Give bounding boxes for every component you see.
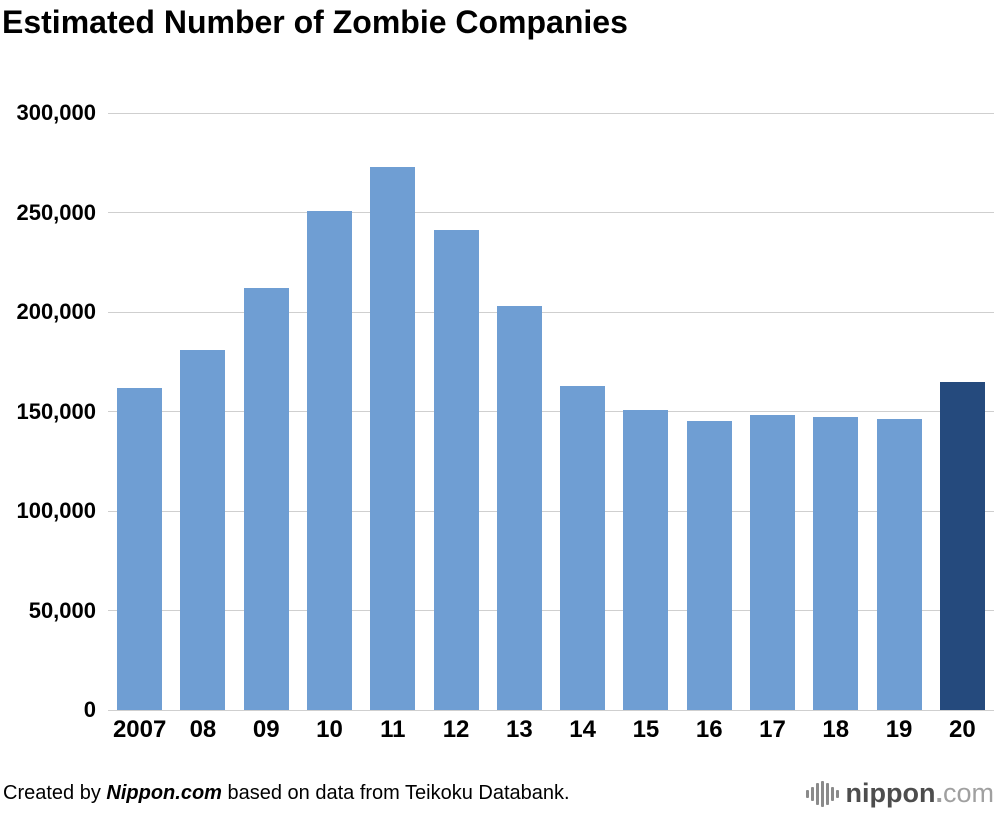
y-tick-label-100000: 100,000 [16,498,96,523]
bar-09 [243,288,289,710]
bar-slot-10 [298,210,361,710]
bar-slot-13 [488,306,551,710]
x-tick-label-09: 09 [252,716,280,743]
bar-12 [433,230,479,710]
y-tick-label-200000: 200,000 [16,299,96,324]
y-tick-label-50000: 50,000 [28,597,96,623]
bar-13 [496,306,542,710]
y-axis-labels: 0 50,000 100,000 150,000 200,000 250,000 300,0… [0,100,96,722]
gridline-200000 [108,311,994,313]
y-tick-label-250000: 250,000 [16,199,96,225]
logo-text: nippon.com [846,778,995,809]
gridline-50000 [108,610,994,611]
bar-18 [813,417,859,710]
bar-slot-08 [171,349,234,710]
x-tick-label-13: 13 [505,716,533,743]
x-tick-label-17: 17 [759,716,786,743]
soundwave-icon [805,780,839,807]
bar-20 [939,381,985,710]
bar-17 [749,415,795,710]
bar-19 [876,419,922,710]
x-tick-label-2007: 2007 [112,716,167,743]
bar-slot-14 [551,385,614,710]
bar-slot-20 [931,381,994,710]
bar-slot-09 [235,288,298,710]
bar-slot-17 [741,415,804,710]
bar-slot-11 [361,166,424,710]
x-tick-label-12: 12 [442,716,470,743]
x-tick-label-11: 11 [380,716,406,743]
x-tick-label-08: 08 [189,716,217,743]
bar-16 [686,421,732,710]
y-tick-label-300000: 300,000 [16,100,96,125]
plot-area [108,112,994,711]
bar-slot-18 [804,417,867,710]
x-tick-label-10: 10 [316,716,343,743]
logo-text-main: nippon [845,778,936,808]
y-tick-label-150000: 150,000 [16,398,96,424]
gridline-150000 [108,411,994,412]
bar-slot-16 [678,421,741,710]
gridline-100000 [108,510,994,512]
chart-title: Estimated Number of Zombie Companies [2,4,628,40]
bar-slot-15 [614,409,677,710]
nippon-logo: nippon.com [805,778,995,809]
bar-14 [560,385,606,710]
bar-08 [180,349,226,710]
gridline-250000 [108,212,994,213]
footer: Created by Nippon.com based on data from… [0,768,1000,824]
x-axis-labels: 2007 08 09 10 11 12 13 14 15 16 17 18 19 20 [108,716,994,750]
bar-11 [370,166,416,710]
gridline-300000 [108,112,994,114]
gridline-0 [108,709,994,711]
credit-line: Created by Nippon.com based on data from… [3,782,570,805]
bar-15 [623,409,669,710]
x-tick-label-16: 16 [695,716,723,743]
credit-prefix: Created by [3,782,107,804]
x-tick-label-20: 20 [948,716,976,743]
logo-text-tld: com [942,778,994,808]
credit-source: Nippon.com [106,782,222,804]
x-tick-label-19: 19 [885,716,913,743]
bar-slot-19 [867,419,930,710]
x-tick-label-15: 15 [632,716,660,743]
bar-slot-2007 [108,387,171,710]
x-tick-label-18: 18 [822,716,850,743]
credit-suffix: based on data from Teikoku Databank. [221,782,570,804]
bar-slot-12 [424,230,487,710]
bar-10 [306,210,352,710]
logo-text-dot: . [935,778,943,808]
y-tick-label-0: 0 [83,697,96,722]
x-tick-label-14: 14 [569,716,596,743]
bar-2007 [117,387,163,710]
